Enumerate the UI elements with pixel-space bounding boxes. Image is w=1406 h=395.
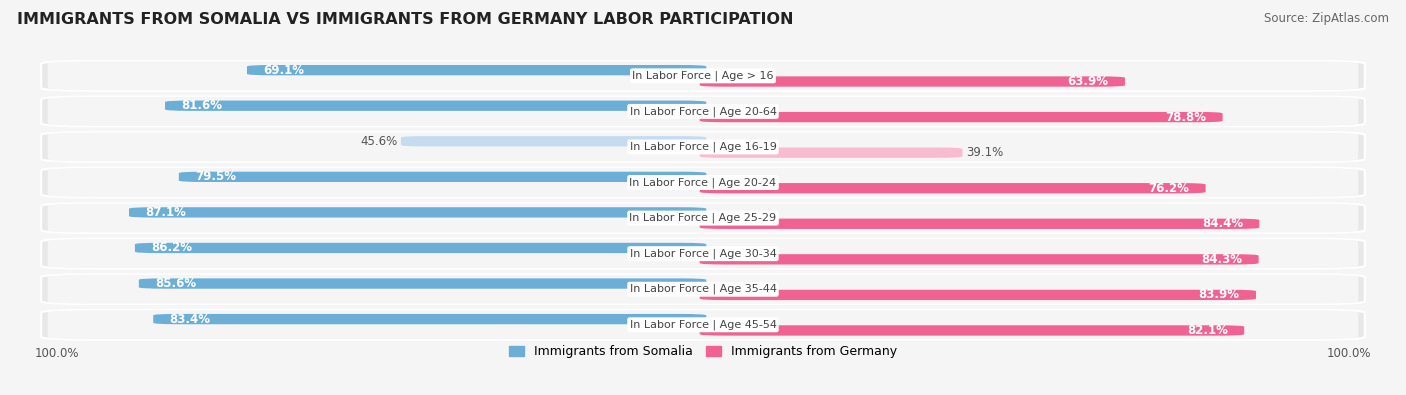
Text: 79.5%: 79.5% — [195, 170, 236, 183]
FancyBboxPatch shape — [41, 132, 1365, 162]
Text: In Labor Force | Age 30-34: In Labor Force | Age 30-34 — [630, 248, 776, 259]
Text: In Labor Force | Age 45-54: In Labor Force | Age 45-54 — [630, 320, 776, 330]
Text: 84.3%: 84.3% — [1201, 253, 1243, 266]
Text: 45.6%: 45.6% — [360, 135, 398, 148]
Text: In Labor Force | Age 16-19: In Labor Force | Age 16-19 — [630, 142, 776, 152]
Text: In Labor Force | Age 25-29: In Labor Force | Age 25-29 — [630, 213, 776, 223]
Text: 82.1%: 82.1% — [1187, 324, 1227, 337]
FancyBboxPatch shape — [700, 218, 1260, 229]
FancyBboxPatch shape — [247, 65, 706, 75]
FancyBboxPatch shape — [165, 101, 706, 111]
Text: 76.2%: 76.2% — [1149, 182, 1189, 195]
FancyBboxPatch shape — [401, 136, 706, 147]
FancyBboxPatch shape — [48, 204, 1358, 232]
FancyBboxPatch shape — [179, 172, 706, 182]
FancyBboxPatch shape — [700, 183, 1205, 194]
FancyBboxPatch shape — [135, 243, 706, 253]
FancyBboxPatch shape — [48, 168, 1358, 197]
Text: 81.6%: 81.6% — [181, 99, 222, 112]
FancyBboxPatch shape — [700, 254, 1258, 265]
Text: 86.2%: 86.2% — [152, 241, 193, 254]
FancyBboxPatch shape — [700, 76, 1125, 87]
FancyBboxPatch shape — [139, 278, 706, 289]
Text: In Labor Force | Age 20-64: In Labor Force | Age 20-64 — [630, 106, 776, 117]
FancyBboxPatch shape — [48, 62, 1358, 90]
FancyBboxPatch shape — [41, 274, 1365, 304]
Text: 87.1%: 87.1% — [145, 206, 186, 219]
FancyBboxPatch shape — [700, 290, 1256, 300]
Legend: Immigrants from Somalia, Immigrants from Germany: Immigrants from Somalia, Immigrants from… — [505, 340, 901, 363]
Text: 69.1%: 69.1% — [263, 64, 304, 77]
Text: 63.9%: 63.9% — [1067, 75, 1108, 88]
Text: IMMIGRANTS FROM SOMALIA VS IMMIGRANTS FROM GERMANY LABOR PARTICIPATION: IMMIGRANTS FROM SOMALIA VS IMMIGRANTS FR… — [17, 12, 793, 27]
FancyBboxPatch shape — [41, 203, 1365, 233]
FancyBboxPatch shape — [48, 133, 1358, 161]
FancyBboxPatch shape — [48, 275, 1358, 303]
Text: 85.6%: 85.6% — [155, 277, 197, 290]
FancyBboxPatch shape — [41, 61, 1365, 91]
Text: Source: ZipAtlas.com: Source: ZipAtlas.com — [1264, 12, 1389, 25]
Text: 78.8%: 78.8% — [1166, 111, 1206, 124]
FancyBboxPatch shape — [700, 147, 963, 158]
Text: 100.0%: 100.0% — [35, 347, 79, 360]
FancyBboxPatch shape — [41, 239, 1365, 269]
FancyBboxPatch shape — [41, 310, 1365, 340]
Text: In Labor Force | Age 35-44: In Labor Force | Age 35-44 — [630, 284, 776, 294]
FancyBboxPatch shape — [129, 207, 706, 218]
FancyBboxPatch shape — [700, 325, 1244, 336]
FancyBboxPatch shape — [700, 112, 1223, 122]
FancyBboxPatch shape — [153, 314, 706, 324]
Text: 83.4%: 83.4% — [170, 312, 211, 325]
FancyBboxPatch shape — [48, 239, 1358, 268]
Text: In Labor Force | Age > 16: In Labor Force | Age > 16 — [633, 71, 773, 81]
Text: In Labor Force | Age 20-24: In Labor Force | Age 20-24 — [630, 177, 776, 188]
Text: 39.1%: 39.1% — [966, 146, 1002, 159]
FancyBboxPatch shape — [48, 97, 1358, 126]
FancyBboxPatch shape — [41, 96, 1365, 126]
Text: 100.0%: 100.0% — [1327, 347, 1371, 360]
FancyBboxPatch shape — [48, 310, 1358, 339]
Text: 84.4%: 84.4% — [1202, 217, 1243, 230]
FancyBboxPatch shape — [41, 167, 1365, 198]
Text: 83.9%: 83.9% — [1199, 288, 1240, 301]
